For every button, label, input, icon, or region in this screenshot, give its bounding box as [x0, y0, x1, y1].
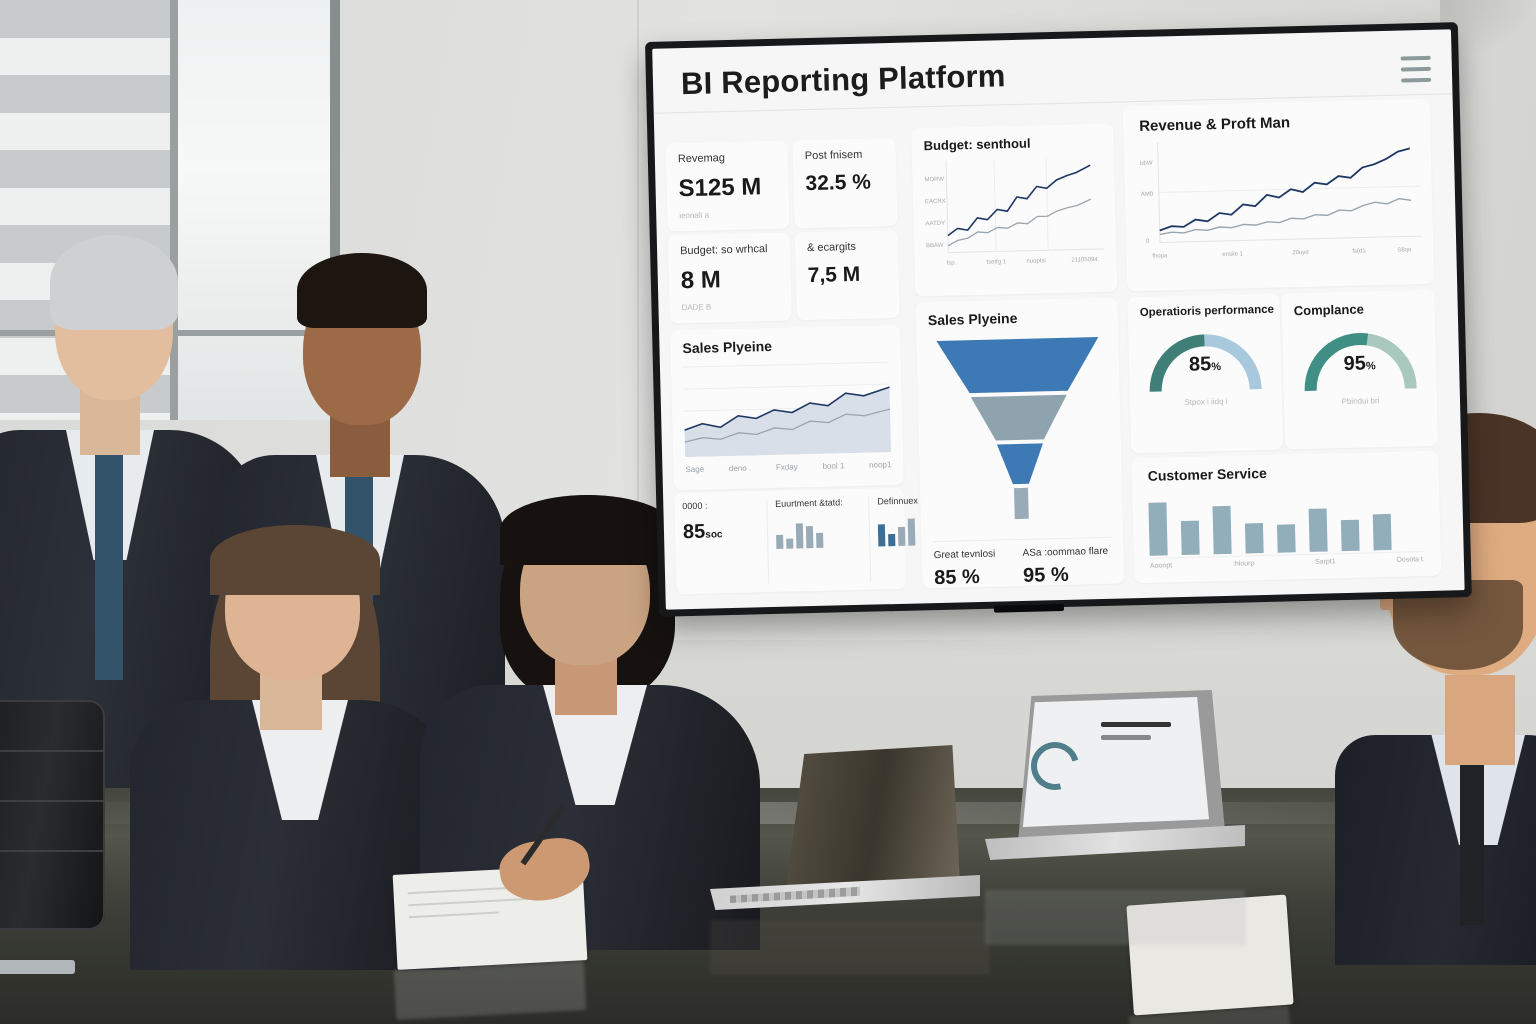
svg-text:ensile 1: ensile 1 — [1222, 251, 1243, 258]
svg-text:20uyd: 20uyd — [1292, 250, 1309, 256]
svg-text:21105094: 21105094 — [1071, 257, 1098, 264]
svg-text:AATDY: AATDY — [925, 221, 945, 227]
svg-text:fsp.: fsp. — [946, 260, 956, 266]
svg-text:S8qo: S8qo — [1397, 247, 1412, 253]
svg-text:EACRX: EACRX — [925, 199, 946, 206]
svg-text:MORW: MORW — [924, 177, 944, 183]
svg-text:bbW: bbW — [1140, 161, 1153, 167]
svg-text:tsetfg 1: tsetfg 1 — [986, 259, 1006, 265]
svg-text:AM0: AM0 — [1141, 192, 1154, 198]
svg-text:fs(d1: fs(d1 — [1352, 248, 1366, 254]
svg-text:nuoptsi: nuoptsi — [1026, 258, 1046, 264]
svg-text:0: 0 — [1146, 239, 1150, 245]
svg-text:BBAW: BBAW — [926, 243, 944, 249]
svg-text:fhopa: fhopa — [1152, 253, 1168, 259]
